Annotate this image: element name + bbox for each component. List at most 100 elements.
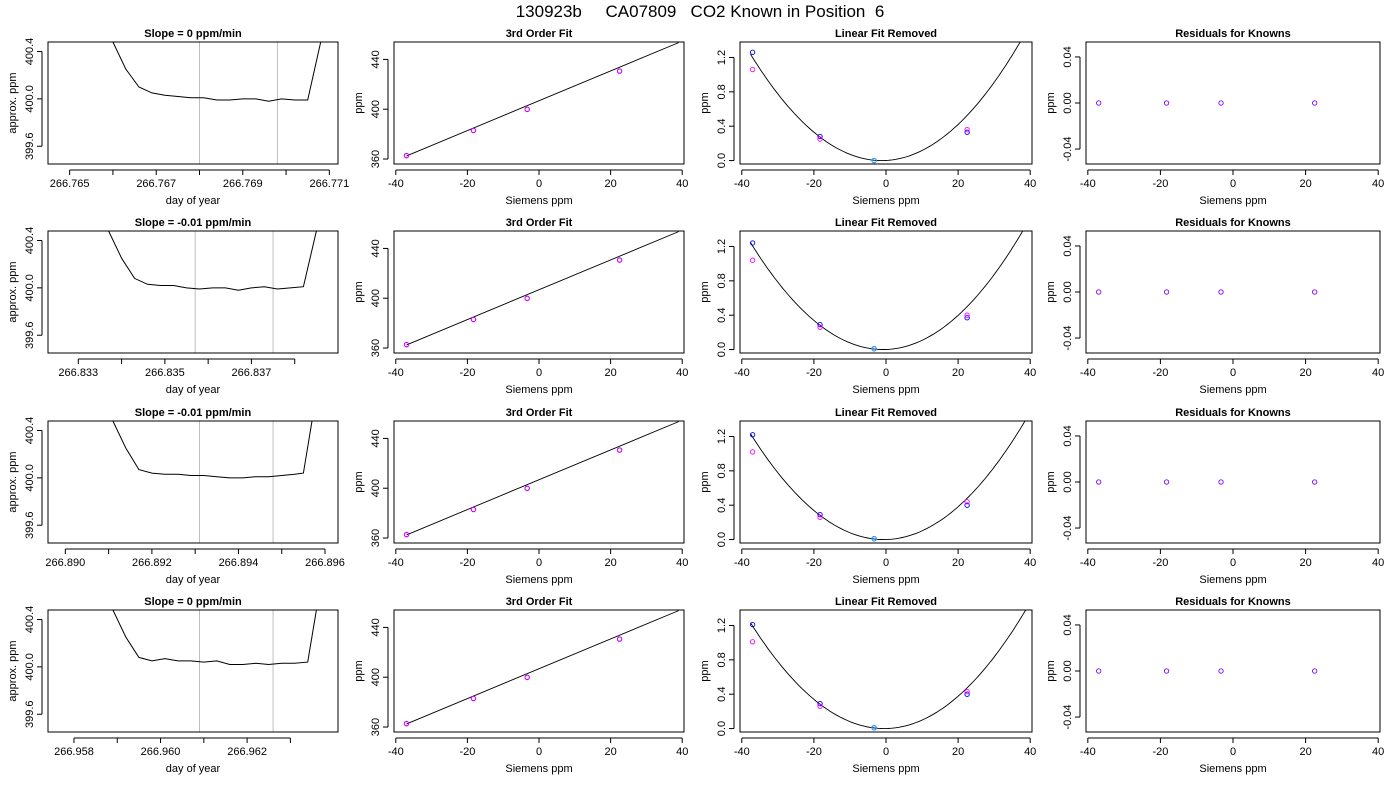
y-axis-label: ppm [353, 92, 365, 113]
x-tick-label: 266.960 [141, 746, 181, 758]
series-line [112, 421, 313, 479]
data-point [1218, 289, 1224, 295]
panel-title: Linear Fit Removed [835, 407, 937, 419]
panel-title: Linear Fit Removed [835, 217, 937, 229]
data-point [524, 106, 530, 113]
panel-r2-c4: Residuals for Knowns -40 -20 0 20 40 Siemens p… [1045, 217, 1384, 396]
panel-title: Residuals for Knowns [1175, 28, 1291, 40]
y-tick-label: 0.04 [1062, 235, 1074, 256]
y-tick-label: 400.4 [24, 38, 36, 66]
y-tick-label: 400.0 [24, 85, 36, 113]
x-tick-label: 20 [604, 557, 616, 569]
x-tick-label: 20 [604, 178, 616, 190]
x-tick-label: 266.892 [132, 557, 172, 569]
x-tick-label: 40 [1024, 367, 1036, 379]
panel-title: 3rd Order Fit [506, 28, 573, 40]
data-point [1312, 100, 1318, 106]
y-tick-label: 400.4 [24, 227, 36, 255]
x-tick-label: 40 [676, 178, 688, 190]
page-title: 130923b CA07809 CO2 Known in Position 6 [515, 2, 885, 21]
x-tick-label: 0 [536, 557, 542, 569]
x-tick-label: 40 [676, 367, 688, 379]
y-tick-label: 1.2 [716, 239, 728, 254]
panel-title: Residuals for Knowns [1175, 407, 1291, 419]
data-point [817, 321, 823, 328]
y-tick-label: 440 [370, 618, 382, 636]
x-tick-label: -40 [1080, 746, 1096, 758]
plot-frame [739, 420, 1033, 544]
plot-frame [47, 420, 339, 544]
panel-title: Slope = -0.01 ppm/min [135, 217, 252, 229]
y-axis-label: approx. ppm [7, 261, 19, 322]
data-point [1312, 668, 1318, 674]
data-point [749, 432, 756, 438]
y-tick-label: 0.8 [716, 273, 728, 288]
y-axis-label: ppm [699, 660, 711, 681]
plot-frame [739, 230, 1033, 354]
data-point [524, 295, 530, 302]
x-tick-label: 20 [952, 557, 964, 569]
x-axis-label: Siemens ppm [505, 384, 572, 396]
x-tick-label: -40 [1080, 557, 1096, 569]
x-tick-label: 266.894 [219, 557, 259, 569]
x-tick-label: 0 [536, 178, 542, 190]
y-axis-label: approx. ppm [7, 640, 19, 701]
data-point [1163, 289, 1170, 295]
y-tick-label: 0.4 [716, 498, 728, 513]
y-axis-label: approx. ppm [7, 451, 19, 512]
panel-r3-c2: 3rd Order Fit -40 -20 0 20 40 Siemens ppm 360 40… [353, 407, 688, 586]
x-tick-label: 40 [1372, 746, 1384, 758]
x-tick-label: -40 [734, 746, 750, 758]
y-axis-label: ppm [353, 660, 365, 681]
x-tick-label: -20 [459, 557, 475, 569]
y-tick-label: 360 [370, 718, 382, 736]
x-tick-label: -20 [459, 178, 475, 190]
x-tick-label: 0 [883, 746, 889, 758]
x-tick-label: 20 [952, 178, 964, 190]
plot-frame [393, 41, 685, 165]
x-tick-label: -40 [388, 178, 404, 190]
x-axis-label: day of year [166, 195, 221, 207]
x-tick-label: -20 [1152, 557, 1168, 569]
data-point [964, 312, 970, 318]
fit-curve [750, 42, 1021, 162]
y-tick-label: 399.6 [24, 700, 36, 728]
y-tick-label: 400 [370, 100, 382, 118]
data-point [749, 639, 756, 645]
data-point [964, 499, 970, 505]
x-tick-label: 266.837 [232, 367, 272, 379]
x-axis-label: day of year [166, 574, 221, 586]
data-point [616, 636, 623, 642]
x-tick-label: 266.890 [45, 557, 85, 569]
y-axis-label: ppm [699, 92, 711, 113]
x-tick-label: 20 [952, 746, 964, 758]
data-point [817, 700, 823, 707]
data-point [964, 691, 970, 697]
x-axis-label: Siemens ppm [1199, 763, 1266, 775]
x-tick-label: 20 [604, 746, 616, 758]
data-point [964, 502, 970, 508]
panel-r3-c4: Residuals for Knowns -40 -20 0 20 40 Siemens p… [1045, 407, 1384, 586]
x-tick-label: 0 [883, 367, 889, 379]
data-point [1096, 289, 1102, 295]
x-tick-label: -20 [1152, 178, 1168, 190]
y-axis-label: ppm [1045, 281, 1057, 302]
y-axis-label: ppm [699, 281, 711, 302]
x-axis-label: day of year [166, 384, 221, 396]
y-axis-label: ppm [1045, 471, 1057, 492]
data-point [524, 674, 530, 681]
x-tick-label: -20 [459, 746, 475, 758]
y-tick-label: 0.00 [1062, 471, 1074, 492]
y-tick-label: 400 [370, 289, 382, 307]
fit-line [406, 421, 679, 536]
y-tick-label: -0.04 [1062, 325, 1074, 350]
data-point [749, 449, 756, 455]
x-tick-label: -40 [1080, 367, 1096, 379]
y-tick-label: 360 [370, 339, 382, 357]
data-point [403, 532, 410, 538]
x-axis-label: day of year [166, 763, 221, 775]
data-point [1218, 100, 1224, 106]
series-line [112, 42, 322, 102]
x-tick-label: 40 [676, 746, 688, 758]
y-tick-label: 0.04 [1062, 614, 1074, 635]
